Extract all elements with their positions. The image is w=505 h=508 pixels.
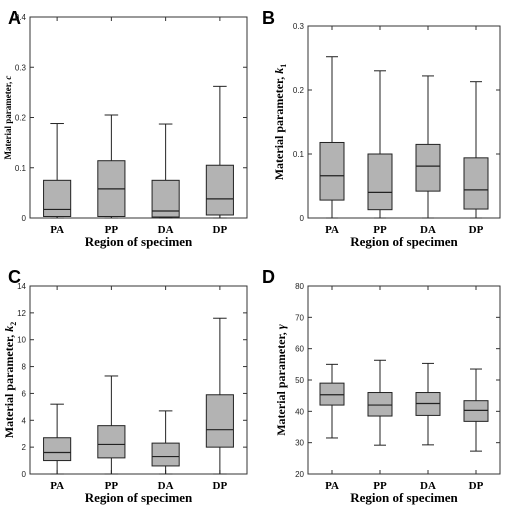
- box-dp: [463, 400, 489, 422]
- category-label: DP: [469, 224, 484, 236]
- category-label: PP: [373, 480, 387, 492]
- plot-frame: [307, 25, 501, 219]
- panel-c: C 0 2 4 6 8 10 12 14 PA PP DA DP Region of specimen Ma…: [2, 267, 248, 505]
- y-tick-label: 6: [22, 389, 27, 398]
- box-dp: [463, 157, 489, 210]
- y-tick-label: 0: [22, 470, 27, 479]
- y-tick-label: 8: [22, 363, 27, 372]
- box-da: [415, 143, 441, 192]
- y-tick-label: 0.2: [15, 114, 27, 123]
- box-pa: [43, 179, 72, 217]
- category-label: DA: [420, 480, 436, 492]
- y-tick-label: 70: [295, 313, 304, 322]
- category-label: PA: [50, 480, 64, 492]
- category-label: PP: [105, 224, 119, 236]
- y-tick-label: 10: [17, 336, 26, 345]
- box-pp: [367, 153, 393, 211]
- box-pa: [319, 141, 345, 201]
- plot-frame: [29, 285, 248, 475]
- panel-letter: A: [8, 8, 21, 28]
- category-label: DA: [158, 224, 174, 236]
- x-axis-label: Region of specimen: [85, 234, 193, 249]
- y-tick-label: 0.1: [15, 164, 27, 173]
- category-label: DP: [469, 480, 484, 492]
- category-label: DP: [213, 480, 228, 492]
- category-label: DA: [158, 480, 174, 492]
- y-tick-label: 30: [295, 439, 304, 448]
- y-tick-label: 80: [295, 282, 304, 291]
- panel-b: B 0 0.1 0.2 0.3 PA PP DA DP Region of specimen Mat…: [262, 8, 501, 249]
- box-dp: [205, 394, 234, 448]
- y-tick-label: 0.3: [15, 63, 27, 72]
- panel-letter: B: [262, 8, 275, 28]
- category-label: PP: [105, 480, 119, 492]
- category-label: PP: [373, 224, 387, 236]
- panel-letter: D: [262, 267, 275, 287]
- panel-d: D 20 30 40 50 60 70 80 PA PP DA DP Region of specime…: [262, 267, 501, 505]
- y-axis-label: Material parameter, c: [3, 76, 13, 160]
- y-tick-label: 2: [22, 443, 27, 452]
- y-tick-label: 40: [295, 407, 304, 416]
- y-axis-label: Material parameter, k2: [2, 322, 18, 439]
- y-tick-label: 14: [17, 282, 26, 291]
- y-tick-label: 50: [295, 376, 304, 385]
- x-axis-label: Region of specimen: [350, 234, 458, 249]
- y-tick-label: 4: [22, 416, 27, 425]
- y-tick-label: 12: [17, 309, 26, 318]
- category-label: PA: [50, 224, 64, 236]
- box-pa: [319, 382, 345, 406]
- y-tick-label: 0.3: [293, 22, 305, 31]
- box-pa: [43, 437, 72, 462]
- panel-letter: C: [8, 267, 21, 287]
- box-pp: [367, 392, 393, 417]
- plot-frame: [307, 285, 501, 475]
- category-label: DA: [420, 224, 436, 236]
- box-pp: [97, 425, 126, 459]
- y-tick-label: 0: [22, 214, 27, 223]
- y-tick-label: 0.2: [293, 86, 305, 95]
- category-label: DP: [213, 224, 228, 236]
- y-axis-label: Material parameter, k1: [272, 64, 288, 181]
- y-tick-label: 0.1: [293, 150, 305, 159]
- category-label: PA: [325, 224, 339, 236]
- y-axis-label: Material parameter, γ: [274, 324, 288, 436]
- y-tick-label: 60: [295, 345, 304, 354]
- y-tick-label: 0: [300, 214, 305, 223]
- box-da: [151, 442, 180, 467]
- x-axis-label: Region of specimen: [350, 490, 458, 505]
- box-dp: [205, 164, 234, 216]
- category-label: PA: [325, 480, 339, 492]
- y-tick-label: 0.4: [15, 13, 27, 22]
- x-axis-label: Region of specimen: [85, 490, 193, 505]
- y-tick-label: 20: [295, 470, 304, 479]
- panel-a: A 0 0.1 0.2 0.3 0.4 PA PP DA DP Region of specimen…: [3, 8, 248, 249]
